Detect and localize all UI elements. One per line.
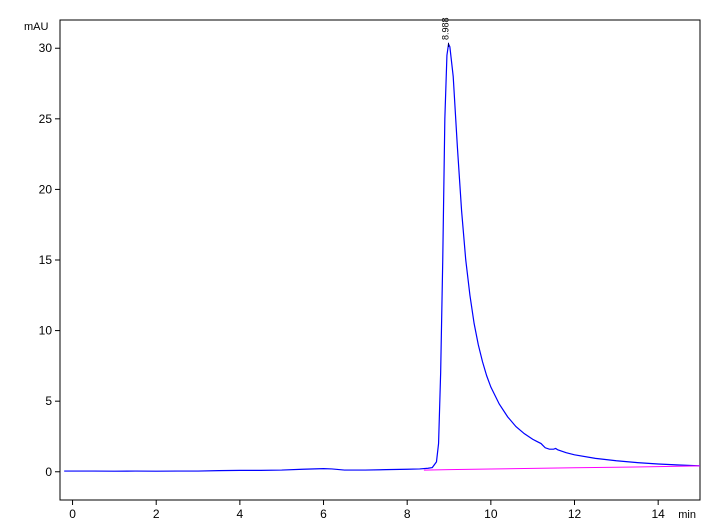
y-axis-unit: mAU <box>24 21 49 33</box>
x-tick-label: 2 <box>153 507 160 521</box>
x-tick-label: 10 <box>484 507 498 521</box>
y-tick-label: 20 <box>39 182 53 196</box>
y-tick-label: 25 <box>39 112 53 126</box>
y-tick-label: 5 <box>45 394 52 408</box>
x-tick-label: 8 <box>404 507 411 521</box>
y-tick-label: 0 <box>45 465 52 479</box>
y-tick-label: 30 <box>39 41 53 55</box>
x-tick-label: 4 <box>237 507 244 521</box>
x-tick-label: 12 <box>568 507 582 521</box>
chart-svg: 0 5 10 15 20 25 30 mAU 0 2 4 6 8 10 12 14 min 8.988 <box>0 0 720 528</box>
x-axis-unit: min <box>678 509 696 521</box>
y-tick-label: 15 <box>39 253 53 267</box>
y-tick-label: 10 <box>39 324 53 338</box>
x-tick-label: 14 <box>651 507 665 521</box>
x-tick-label: 6 <box>320 507 327 521</box>
x-tick-label: 0 <box>69 507 76 521</box>
peak-label: 8.988 <box>441 17 451 40</box>
chromatogram-chart: 0 5 10 15 20 25 30 mAU 0 2 4 6 8 10 12 14 min 8.988 <box>0 0 720 528</box>
